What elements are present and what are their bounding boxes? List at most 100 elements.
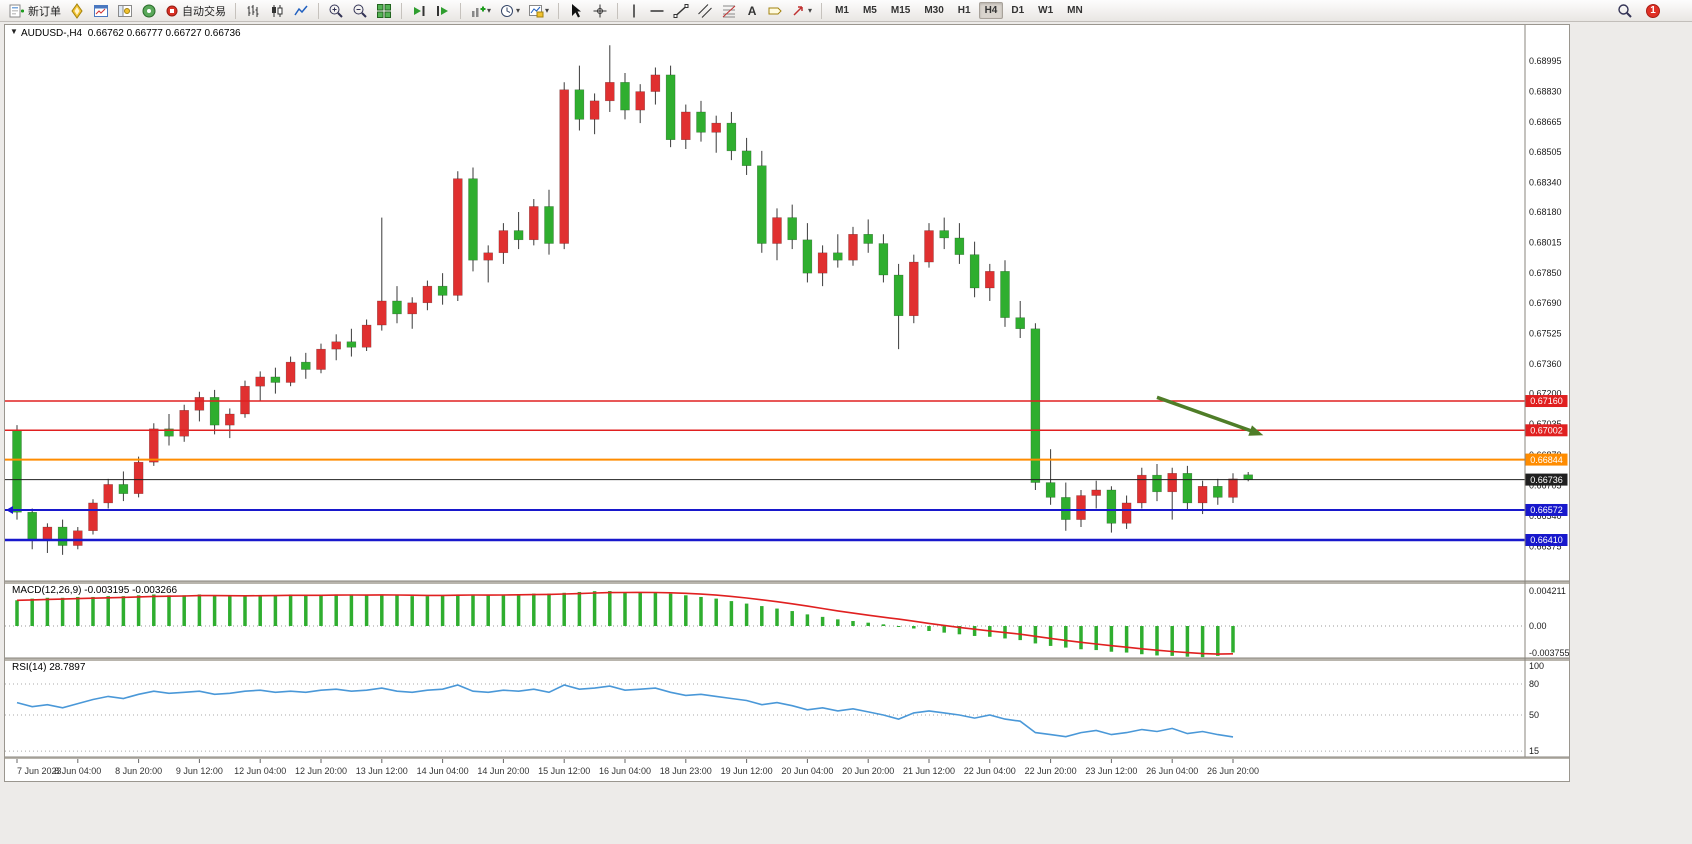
panel-separator[interactable] — [5, 581, 1569, 584]
candle[interactable] — [88, 502, 98, 531]
candle[interactable] — [665, 74, 676, 141]
candle[interactable] — [1228, 478, 1238, 498]
zoom-in-button[interactable] — [325, 2, 347, 20]
candle[interactable] — [1076, 495, 1086, 520]
candle[interactable] — [498, 230, 509, 254]
chart-line-button[interactable] — [290, 2, 312, 20]
candle[interactable] — [149, 428, 159, 463]
candle[interactable] — [468, 178, 478, 261]
panel-separator[interactable] — [5, 757, 1569, 759]
candle[interactable] — [103, 484, 113, 504]
notifications-badge[interactable]: 1 — [1646, 3, 1660, 18]
text-button[interactable]: A — [742, 2, 762, 20]
candle[interactable] — [42, 526, 53, 541]
candle[interactable] — [316, 348, 326, 370]
candle[interactable] — [954, 237, 965, 255]
candle[interactable] — [529, 206, 539, 241]
vertical-line-button[interactable] — [624, 2, 644, 20]
timeframe-button-H1[interactable]: H1 — [957, 5, 971, 16]
candle[interactable] — [209, 397, 220, 426]
candle[interactable] — [194, 397, 205, 411]
price-axis[interactable]: 0.68995 0.68830 0.68665 0.68505 0.68340 0.681… — [1524, 25, 1569, 757]
new-order-button[interactable]: 新订单 — [6, 2, 64, 20]
candle[interactable] — [574, 89, 585, 120]
candle[interactable] — [726, 122, 737, 152]
cursor-button[interactable] — [565, 2, 587, 20]
chart-shift-button[interactable] — [432, 2, 454, 20]
candle[interactable] — [483, 252, 493, 261]
horizontal-line-button[interactable] — [646, 2, 668, 20]
fibonacci-button[interactable] — [718, 2, 740, 20]
candle[interactable] — [270, 376, 281, 383]
candle[interactable] — [1243, 474, 1253, 480]
panel-separator[interactable] — [5, 658, 1569, 661]
annotation-arrow[interactable] — [1156, 395, 1264, 436]
chart-bars-button[interactable] — [242, 2, 264, 20]
text-label-button[interactable] — [764, 2, 786, 20]
candle[interactable] — [179, 410, 189, 437]
candle[interactable] — [772, 217, 782, 244]
arrow-shaft[interactable] — [1156, 395, 1257, 435]
channel-button[interactable] — [694, 2, 716, 20]
candle[interactable] — [12, 430, 22, 513]
candle[interactable] — [392, 300, 402, 315]
search-button[interactable] — [1614, 2, 1636, 20]
zoom-out-button[interactable] — [349, 2, 371, 20]
candle[interactable] — [27, 511, 37, 541]
crosshair-button[interactable] — [589, 2, 611, 20]
candle[interactable] — [118, 484, 129, 494]
candle[interactable] — [924, 230, 934, 263]
candle[interactable] — [453, 178, 463, 296]
candle[interactable] — [285, 361, 296, 383]
candle[interactable] — [635, 91, 645, 111]
candle[interactable] — [331, 341, 341, 350]
autotrading-button[interactable]: 自动交易 — [162, 2, 229, 20]
candle[interactable] — [1121, 502, 1132, 524]
indicators-button[interactable]: ▾ — [467, 2, 494, 20]
metaeditor-button[interactable] — [66, 2, 88, 20]
market-watch-button[interactable] — [90, 2, 112, 20]
candle[interactable] — [559, 89, 569, 244]
candle[interactable] — [301, 361, 311, 370]
candle[interactable] — [909, 261, 919, 317]
candle[interactable] — [863, 234, 873, 244]
timeframe-button-M15[interactable]: M15 — [890, 5, 911, 16]
candle[interactable] — [1197, 486, 1208, 504]
candle[interactable] — [939, 230, 949, 239]
candle[interactable] — [696, 111, 706, 133]
candle[interactable] — [1030, 328, 1041, 483]
one-click-trading-toggle[interactable]: ▼ — [10, 27, 18, 36]
candle[interactable] — [73, 530, 83, 546]
candle[interactable] — [650, 74, 661, 92]
tile-windows-button[interactable] — [373, 2, 395, 20]
chart-candles-button[interactable] — [266, 2, 288, 20]
candle[interactable] — [544, 206, 554, 244]
candle[interactable] — [1213, 486, 1223, 498]
candle[interactable] — [255, 376, 265, 387]
timeframe-button-W1[interactable]: W1 — [1038, 5, 1054, 16]
candle[interactable] — [225, 413, 235, 426]
auto-scroll-button[interactable] — [408, 2, 430, 20]
candle[interactable] — [802, 239, 813, 274]
candle[interactable] — [681, 111, 691, 141]
candle[interactable] — [711, 122, 721, 133]
candle[interactable] — [1091, 489, 1101, 496]
candle[interactable] — [437, 285, 448, 296]
candle[interactable] — [969, 254, 980, 289]
shapes-button[interactable]: ▾ — [788, 2, 815, 20]
templates-button[interactable]: ▾ — [525, 2, 552, 20]
candle[interactable] — [817, 252, 828, 274]
candle[interactable] — [422, 285, 433, 304]
timeframe-button-M30[interactable]: M30 — [924, 5, 944, 16]
candle[interactable] — [57, 526, 68, 546]
candle[interactable] — [361, 324, 372, 348]
candle[interactable] — [407, 302, 417, 315]
timeframe-button-M5[interactable]: M5 — [862, 5, 877, 16]
candle[interactable] — [757, 165, 767, 244]
timeframe-button-M1[interactable]: M1 — [835, 5, 849, 16]
candle[interactable] — [787, 217, 797, 241]
candle[interactable] — [346, 341, 357, 348]
candle[interactable] — [1137, 474, 1147, 504]
candle[interactable] — [1167, 473, 1177, 493]
